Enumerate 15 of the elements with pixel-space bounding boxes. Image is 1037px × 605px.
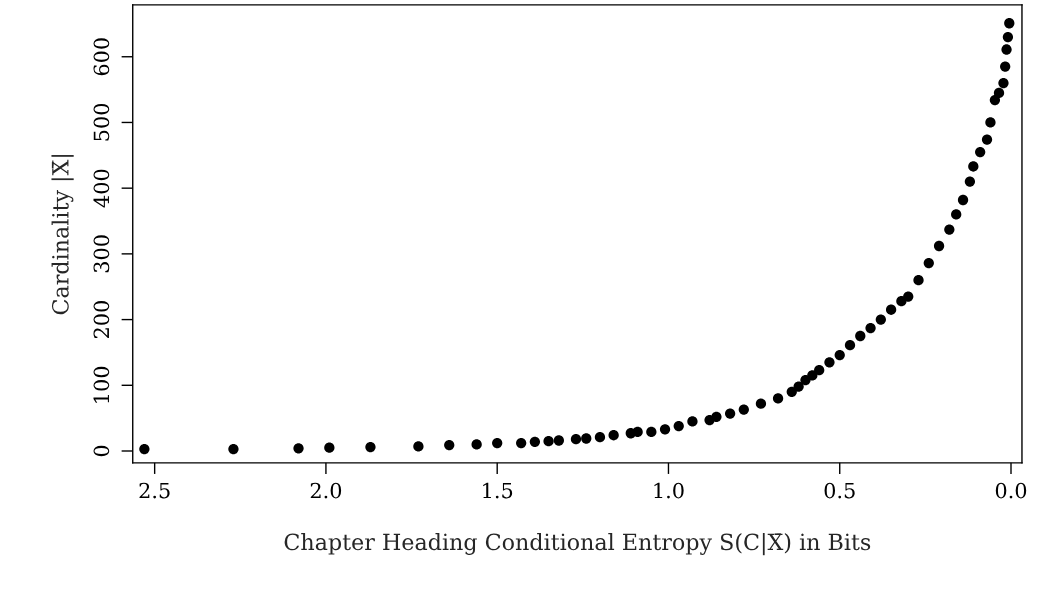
x-tick-label: 0.0: [995, 482, 1027, 499]
x-tick-label: 2.5: [139, 482, 170, 499]
y-tick-label: 0: [93, 445, 110, 457]
y-axis-title: Cardinality |X̄|: [51, 155, 74, 315]
x-tick-label: 0.5: [824, 482, 855, 499]
y-tick-label: 200: [93, 301, 110, 339]
x-axis-title: Chapter Heading Conditional Entropy S(C|X̄) in Bits: [284, 532, 871, 556]
y-tick-label: 400: [93, 169, 110, 208]
y-tick-label: 600: [93, 38, 110, 76]
y-tick-label: 500: [93, 103, 110, 141]
x-tick-label: 2.0: [310, 482, 342, 499]
y-tick-label: 300: [93, 235, 110, 273]
y-tick-label: 100: [93, 366, 110, 403]
x-tick-label: 1.0: [654, 482, 684, 499]
x-tick-label: 1.5: [483, 482, 513, 499]
